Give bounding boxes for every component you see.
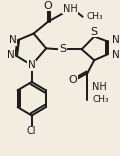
Text: O: O	[69, 75, 77, 85]
Text: N: N	[7, 50, 14, 60]
Text: N: N	[111, 50, 119, 60]
Text: N: N	[9, 35, 16, 45]
Text: O: O	[44, 1, 52, 11]
Text: CH₃: CH₃	[92, 95, 109, 104]
Text: Cl: Cl	[27, 126, 36, 136]
Text: N: N	[111, 35, 119, 45]
Text: CH₃: CH₃	[87, 12, 103, 21]
Text: S: S	[91, 27, 98, 37]
Text: S: S	[59, 44, 66, 54]
Text: NH: NH	[63, 4, 78, 14]
Text: N: N	[28, 60, 36, 70]
Text: NH: NH	[92, 82, 107, 92]
